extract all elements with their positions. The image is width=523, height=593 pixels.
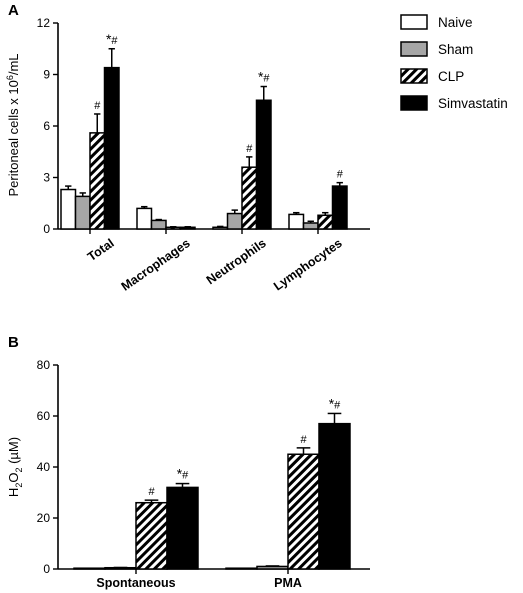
panel-b-bar-simvastatin-spontaneous (166, 486, 199, 570)
panel-a-bar-simvastatin-neutrophils (255, 99, 272, 230)
panel-a-bar-sham-total (74, 195, 91, 230)
panel-a-category-label-total: Total (85, 236, 117, 264)
panel-a-bar-simvastatin-lymphocytes (331, 185, 348, 230)
panel-b-ytick-label-20: 20 (37, 511, 51, 525)
panel-a-annotation-simvastatin-total: *# (106, 31, 118, 47)
panel-a-ylabel: Peritoneal cells x 106/mL (5, 53, 21, 196)
panel-a-annotation-simvastatin-lymphocytes: # (337, 169, 344, 181)
panel-a-chart: 0 3 6 9 12 Total Macrophages Neutrophils Lymphoc… (37, 16, 370, 294)
panel-b-category-label-spontaneous: Spontaneous (96, 576, 175, 590)
legend-label-simvastatin: Simvastatin (438, 96, 508, 111)
panel-a-letter: A (8, 2, 19, 19)
legend-swatch-sham (400, 41, 428, 57)
panel-b-bar-sham-pma (256, 565, 289, 570)
legend-item-simvastatin: Simvastatin (400, 95, 508, 111)
panel-a-bar-clp-neutrophils (241, 166, 258, 230)
panel-a-ylabel-base: Peritoneal cells x 10 (6, 80, 21, 196)
panel-b-ytick-label-60: 60 (37, 409, 51, 423)
legend-swatch-clp (400, 68, 428, 84)
panel-b-annotation-simvastatin-spontaneous: *# (177, 466, 189, 482)
panel-a-bar-naive-neutrophils (212, 226, 229, 230)
panel-a-category-label-macrophages: Macrophages (119, 236, 193, 294)
panel-b-ylabel-sub2: 2 (14, 468, 24, 473)
panel-b-ylabel-tail: (µM) (6, 437, 21, 468)
panel-b-annotation-clp-pma: # (300, 434, 307, 446)
panel-a-bar-naive-macrophages (136, 207, 153, 230)
panel-b-ylabel-sub1: 2 (14, 483, 24, 488)
panel-a-annotation-simvastatin-neutrophils: *# (258, 69, 270, 85)
legend-swatch-naive (400, 14, 428, 30)
panel-a-bar-naive-lymphocytes (288, 213, 305, 230)
panel-a-bar-naive-total (60, 188, 77, 230)
panel-b-bar-naive-spontaneous (73, 567, 106, 570)
panel-b-bar-simvastatin-pma (318, 422, 351, 570)
panel-a-bar-clp-macrophages (165, 226, 182, 230)
panel-a-bar-sham-macrophages (150, 219, 167, 230)
legend-item-naive: Naive (400, 14, 473, 30)
panel-b-ylabel: H2O2 (µM) (6, 437, 24, 497)
panel-a-bar-sham-neutrophils (226, 212, 243, 230)
panel-a-annotation-clp-neutrophils: # (246, 143, 253, 155)
panel-b-ylabel-h: H (6, 488, 21, 497)
panel-b-annotation-simvastatin-pma: *# (329, 395, 341, 411)
legend: Naive Sham CLP Simvastatin (400, 14, 508, 111)
panel-b-category-label-pma: PMA (274, 576, 302, 590)
panel-a-ytick-label-12: 12 (37, 16, 51, 30)
legend-label-naive: Naive (438, 15, 473, 30)
panel-b-ylabel-o: O (6, 473, 21, 483)
panel-a-ylabel-sup: 6 (5, 75, 15, 80)
panel-b-bar-naive-pma (225, 567, 258, 570)
panel-a-annotation-hash: # (263, 73, 270, 85)
panel-a-annotation-clp-total: # (94, 100, 101, 112)
panel-b-bar-clp-spontaneous (135, 501, 168, 570)
panel-b-annotation-star: * (329, 395, 335, 411)
panel-b-bar-clp-pma (287, 453, 320, 570)
panel-b-annotation-star: * (177, 466, 183, 482)
panel-a-ytick-label-0: 0 (43, 222, 50, 236)
panel-a-ytick-label-6: 6 (43, 119, 50, 133)
panel-a-ylabel-tail: /mL (6, 53, 21, 75)
panel-b-ytick-label-0: 0 (43, 562, 50, 576)
panel-b-ytick-label-80: 80 (37, 358, 51, 372)
panel-b-annotation-hash: # (334, 399, 341, 411)
panel-a-category-label-lymphocytes: Lymphocytes (271, 236, 345, 293)
panel-a-bar-clp-lymphocytes (317, 214, 334, 230)
panel-a-bar-clp-total (89, 132, 106, 230)
panel-a-bar-simvastatin-macrophages (179, 226, 196, 230)
panel-a-annotation-hash: # (111, 35, 118, 47)
panel-a-ytick-label-3: 3 (43, 171, 50, 185)
panel-a-ytick-label-9: 9 (43, 68, 50, 82)
legend-swatch-simvastatin (400, 95, 428, 111)
panel-b-annotation-hash: # (182, 470, 189, 482)
panel-a-annotation-star: * (106, 31, 112, 47)
legend-label-sham: Sham (438, 42, 473, 57)
panel-a-category-label-neutrophils: Neutrophils (204, 236, 269, 287)
legend-item-sham: Sham (400, 41, 473, 57)
panel-b-letter: B (8, 334, 19, 351)
legend-label-clp: CLP (438, 69, 464, 84)
panel-b-ytick-label-40: 40 (37, 460, 51, 474)
panel-a-bar-simvastatin-total (103, 66, 120, 230)
panel-a-annotation-star: * (258, 69, 264, 85)
panel-a-bar-sham-lymphocytes (302, 222, 319, 230)
panel-b-annotation-clp-spontaneous: # (148, 486, 155, 498)
legend-item-clp: CLP (400, 68, 464, 84)
